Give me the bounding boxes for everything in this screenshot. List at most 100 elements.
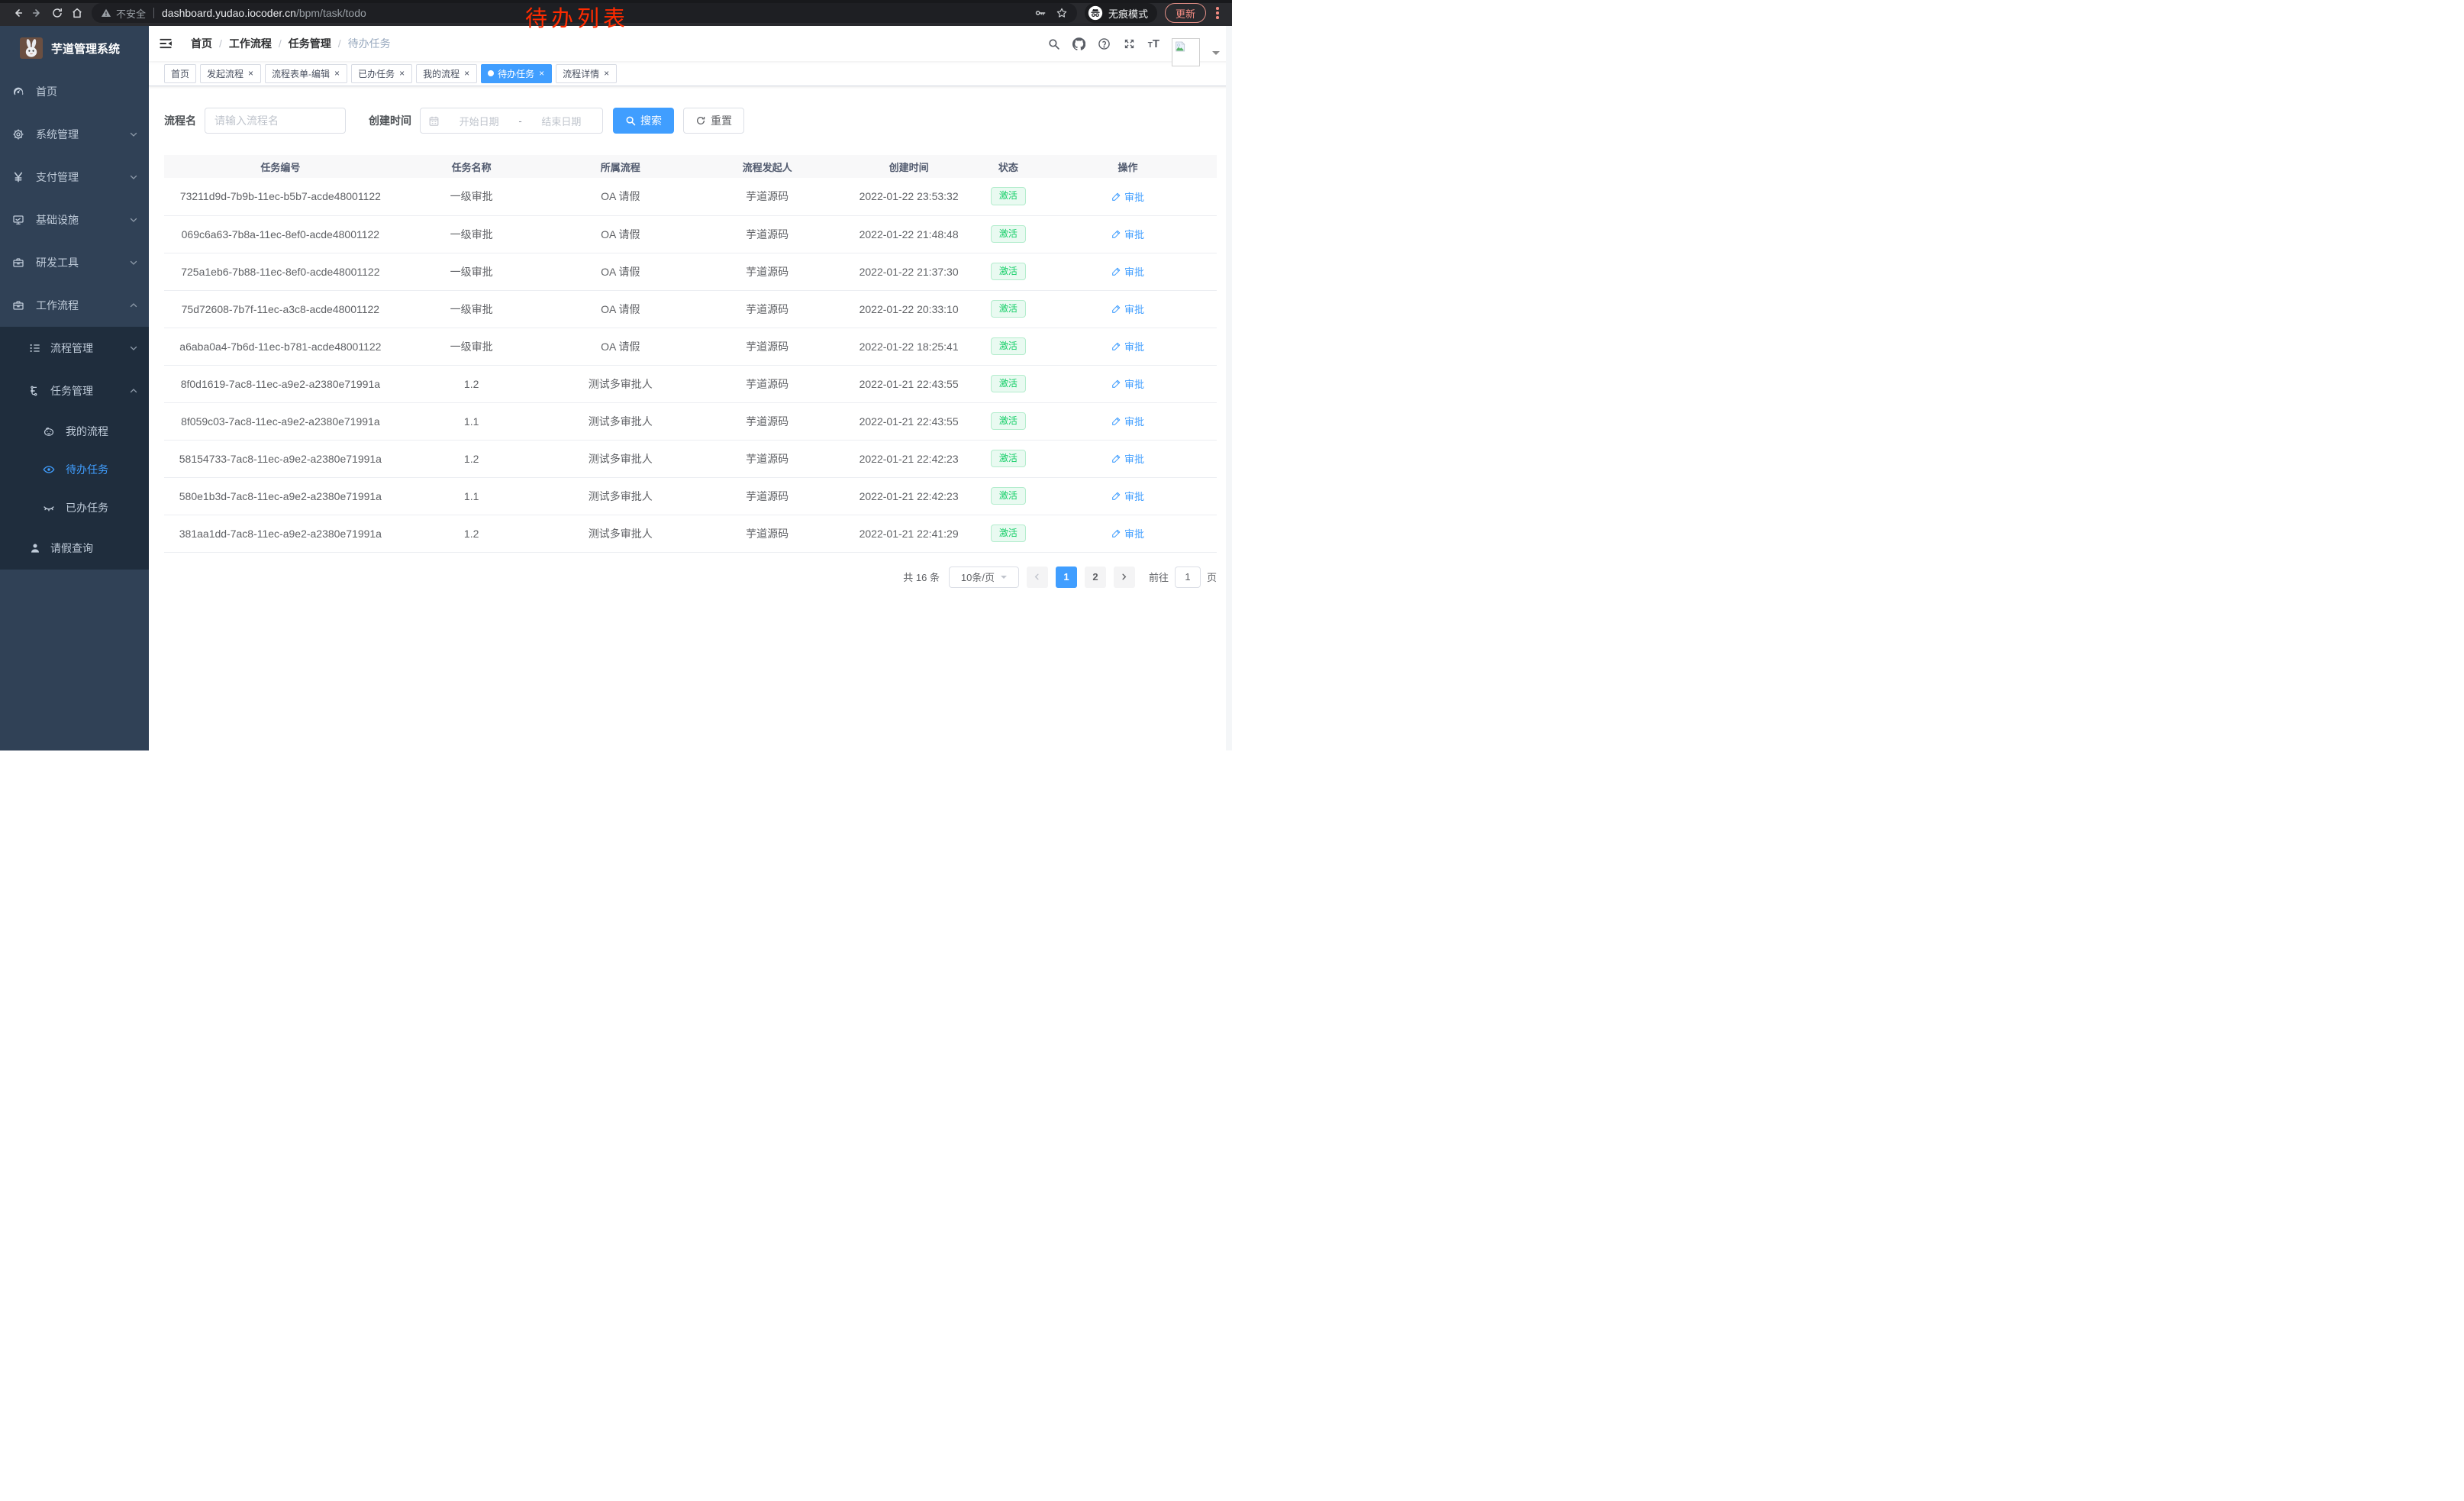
table-row: a6aba0a4-7b6d-11ec-b781-acde48001122 一级审… xyxy=(164,328,1217,366)
tab-close-icon[interactable]: × xyxy=(248,68,254,79)
status-badge: 激活 xyxy=(990,337,1026,356)
github-icon[interactable] xyxy=(1072,37,1085,50)
cell-task-id: 069c6a63-7b8a-11ec-8ef0-acde48001122 xyxy=(164,215,397,253)
tab-close-icon[interactable]: × xyxy=(399,68,405,79)
tab-close-icon[interactable]: × xyxy=(464,68,470,79)
sidebar-item-task-mgmt[interactable]: 任务管理 xyxy=(0,370,149,412)
tab-start-process[interactable]: 发起流程 × xyxy=(200,63,262,83)
status-badge: 激活 xyxy=(990,374,1026,393)
table-row: 8f0d1619-7ac8-11ec-a9e2-a2380e71991a 1.2… xyxy=(164,365,1217,403)
help-icon[interactable] xyxy=(1098,37,1111,50)
chevron-left-icon xyxy=(1035,573,1040,580)
browser-forward-button[interactable] xyxy=(27,3,47,23)
tab-home[interactable]: 首页 xyxy=(164,63,197,83)
browser-menu-kebab-icon[interactable] xyxy=(1211,3,1224,23)
chevron-up-icon xyxy=(130,303,137,308)
font-size-icon[interactable]: TT xyxy=(1147,37,1159,50)
incognito-icon xyxy=(1088,5,1103,21)
app-logo[interactable]: 芋道管理系统 xyxy=(0,26,149,70)
approve-link[interactable]: 审批 xyxy=(1111,264,1144,279)
search-icon[interactable] xyxy=(1047,37,1060,50)
url-bar[interactable]: 不安全 dashboard.yudao.iocoder.cn/bpm/task/… xyxy=(92,3,1077,23)
reset-button[interactable]: 重置 xyxy=(683,108,744,134)
approve-link[interactable]: 审批 xyxy=(1111,489,1144,503)
password-key-icon[interactable] xyxy=(1034,7,1047,19)
approve-link[interactable]: 审批 xyxy=(1111,227,1144,241)
tab-done-tasks[interactable]: 已办任务 × xyxy=(351,63,413,83)
page-button-1[interactable]: 1 xyxy=(1055,566,1077,588)
page-size-select[interactable]: 10条/页 xyxy=(948,566,1019,588)
pagination: 共 16 条 10条/页 1 2 前往 xyxy=(164,566,1217,588)
tab-process-form-edit[interactable]: 流程表单-编辑 × xyxy=(265,63,348,83)
browser-home-button[interactable] xyxy=(67,3,87,23)
goto-page-input[interactable] xyxy=(1174,566,1201,588)
table-body: 73211d9d-7b9b-11ec-b5b7-acde48001122 一级审… xyxy=(164,178,1217,553)
prev-page-button[interactable] xyxy=(1026,566,1048,588)
sidebar-item-pay[interactable]: 支付管理 xyxy=(0,156,149,199)
breadcrumb-workflow[interactable]: 工作流程 xyxy=(228,37,272,50)
fullscreen-icon[interactable] xyxy=(1123,37,1136,50)
sidebar-item-system[interactable]: 系统管理 xyxy=(0,113,149,156)
task-table: 任务编号 任务名称 所属流程 流程发起人 创建时间 状态 操作 73211d9d… xyxy=(164,155,1217,553)
avatar[interactable] xyxy=(1172,37,1200,66)
browser-reload-button[interactable] xyxy=(47,3,67,23)
page-button-2[interactable]: 2 xyxy=(1084,566,1106,588)
sidebar-item-devtools[interactable]: 研发工具 xyxy=(0,241,149,284)
cell-process: OA 请假 xyxy=(546,253,695,291)
incognito-badge: 无痕模式 xyxy=(1084,3,1157,23)
approve-label: 审批 xyxy=(1124,266,1144,278)
approve-link[interactable]: 审批 xyxy=(1111,339,1144,353)
approve-link[interactable]: 审批 xyxy=(1111,414,1144,428)
cell-task-id: 381aa1dd-7ac8-11ec-a9e2-a2380e71991a xyxy=(164,515,397,553)
tab-close-icon[interactable]: × xyxy=(604,68,610,79)
sidebar-item-workflow[interactable]: 工作流程 xyxy=(0,284,149,327)
cell-create-time: 2022-01-22 23:53:32 xyxy=(840,178,978,216)
status-badge: 激活 xyxy=(990,524,1026,543)
cell-create-time: 2022-01-21 22:42:23 xyxy=(840,477,978,515)
next-page-button[interactable] xyxy=(1113,566,1135,588)
caret-down-icon[interactable] xyxy=(1212,51,1220,59)
sidebar-item-todo-tasks[interactable]: 待办任务 xyxy=(0,450,149,489)
search-button[interactable]: 搜索 xyxy=(613,108,674,134)
back-arrow-icon xyxy=(15,9,23,17)
tab-label: 已办任务 xyxy=(358,68,395,79)
process-name-input[interactable] xyxy=(205,108,346,134)
cell-task-name: 一级审批 xyxy=(396,178,547,216)
sidebar-item-label: 请假查询 xyxy=(50,542,93,554)
user-icon xyxy=(31,544,39,553)
breadcrumb-task-mgmt[interactable]: 任务管理 xyxy=(288,37,331,50)
cell-starter: 芋道源码 xyxy=(695,328,840,366)
sidebar-item-process-mgmt[interactable]: 流程管理 xyxy=(0,327,149,370)
breadcrumb-home[interactable]: 首页 xyxy=(191,37,212,50)
tab-process-detail[interactable]: 流程详情 × xyxy=(556,63,618,83)
edit-pencil-icon xyxy=(1112,342,1121,350)
app-title: 芋道管理系统 xyxy=(51,42,121,56)
sidebar-item-label: 流程管理 xyxy=(50,342,93,354)
sidebar-item-home[interactable]: 首页 xyxy=(0,70,149,113)
date-range-picker[interactable]: 开始日期 - 结束日期 xyxy=(420,108,603,134)
browser-update-button[interactable]: 更新 xyxy=(1164,3,1206,23)
cell-process: OA 请假 xyxy=(546,290,695,328)
approve-label: 审批 xyxy=(1124,454,1144,465)
browser-scrollbar[interactable] xyxy=(1226,26,1232,750)
sidebar-item-my-process[interactable]: 我的流程 xyxy=(0,412,149,450)
approve-link[interactable]: 审批 xyxy=(1111,376,1144,391)
tab-my-process[interactable]: 我的流程 × xyxy=(416,63,478,83)
sidebar-item-infra[interactable]: 基础设施 xyxy=(0,199,149,241)
tab-todo-tasks[interactable]: 待办任务 × xyxy=(481,63,553,83)
table-row: 58154733-7ac8-11ec-a9e2-a2380e71991a 1.2… xyxy=(164,440,1217,478)
col-status: 状态 xyxy=(977,155,1039,178)
bookmark-star-icon[interactable] xyxy=(1056,7,1068,19)
approve-link[interactable]: 审批 xyxy=(1111,189,1144,204)
col-task-name: 任务名称 xyxy=(396,155,547,178)
tab-close-icon[interactable]: × xyxy=(334,68,340,79)
sidebar-fold-icon[interactable] xyxy=(158,36,173,51)
approve-link[interactable]: 审批 xyxy=(1111,526,1144,541)
approve-link[interactable]: 审批 xyxy=(1111,302,1144,316)
approve-link[interactable]: 审批 xyxy=(1111,451,1144,466)
edit-pencil-icon xyxy=(1112,529,1121,537)
tab-close-icon[interactable]: × xyxy=(539,68,545,79)
sidebar-item-leave-query[interactable]: 请假查询 xyxy=(0,527,149,570)
sidebar-item-done-tasks[interactable]: 已办任务 xyxy=(0,489,149,527)
browser-back-button[interactable] xyxy=(8,3,27,23)
